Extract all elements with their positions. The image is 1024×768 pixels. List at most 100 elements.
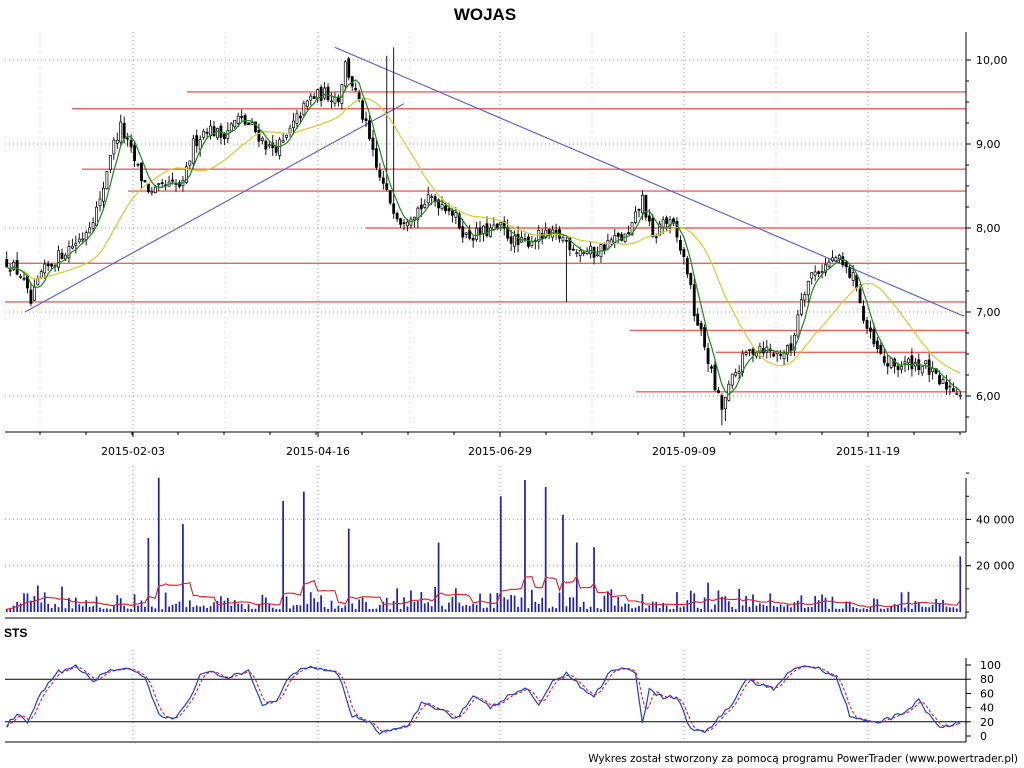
candle-body: [361, 100, 365, 120]
date-tick-label: 2015-04-16: [286, 445, 350, 458]
volume-bar: [928, 607, 931, 612]
volume-bar: [188, 600, 191, 612]
stochastic-tick-label: 100: [980, 659, 1001, 672]
volume-bar: [43, 592, 46, 612]
volume-bar: [676, 592, 678, 612]
volume-bar: [707, 582, 709, 612]
volume-bar: [745, 596, 747, 612]
candle-body: [696, 313, 700, 326]
candle-body: [323, 87, 326, 99]
volume-bar: [251, 608, 253, 612]
candle-body: [409, 218, 413, 226]
candle-body: [233, 119, 237, 128]
volume-bar: [952, 607, 955, 612]
volume-bar: [866, 608, 868, 612]
volume-bar: [527, 608, 530, 612]
volume-bar: [658, 608, 661, 612]
candle-body: [831, 257, 834, 261]
volume-bar: [779, 604, 782, 612]
candle-body: [378, 169, 382, 178]
candle-body: [920, 366, 924, 374]
candle-body: [817, 271, 821, 274]
candle-body: [537, 229, 541, 242]
volume-bar: [264, 597, 267, 612]
volume-bar: [465, 605, 468, 612]
candle-body: [247, 122, 250, 126]
chart-title: WOJAS: [454, 5, 516, 24]
candle-body: [188, 160, 192, 166]
candle-body: [938, 375, 941, 385]
volume-bar: [641, 594, 644, 612]
candle-body: [437, 199, 441, 209]
volume-bar: [468, 606, 471, 612]
volume-bar: [821, 594, 823, 612]
volume-bar: [444, 609, 447, 612]
candle-body: [319, 87, 323, 101]
candle-body: [115, 139, 119, 144]
volume-bar: [824, 597, 827, 612]
candle-body: [955, 393, 959, 395]
candle-body: [651, 217, 655, 237]
volume-bar: [662, 602, 665, 612]
volume-bar: [835, 608, 837, 612]
candle-body: [951, 388, 955, 392]
volume-bar: [810, 606, 813, 612]
candle-body: [689, 273, 693, 286]
candle-body: [302, 102, 306, 116]
volume-bar: [876, 599, 879, 612]
volume-bar: [786, 604, 789, 612]
candle-body: [119, 121, 123, 143]
volume-bar: [254, 608, 257, 612]
volume-bar: [102, 608, 105, 612]
volume-bar: [202, 605, 205, 612]
volume-bar: [168, 606, 170, 612]
candle-body: [848, 267, 852, 278]
volume-bar: [627, 603, 630, 612]
volume-bar: [724, 596, 727, 612]
candle-body: [254, 121, 257, 133]
candle-body: [851, 272, 855, 281]
volume-bar: [461, 606, 464, 612]
volume-bar: [61, 586, 63, 612]
volume-bar: [893, 604, 896, 612]
candle-body: [882, 356, 886, 363]
volume-bar: [748, 606, 751, 612]
candle-body: [720, 395, 724, 410]
candle-body: [178, 182, 181, 187]
volume-bar: [451, 597, 454, 612]
volume-bar: [493, 607, 495, 612]
volume-bar: [261, 594, 264, 612]
candle-body: [12, 261, 16, 270]
volume-bar: [917, 602, 920, 612]
candle-body: [29, 289, 33, 304]
volume-bar: [154, 608, 157, 612]
candle-body: [43, 263, 47, 274]
candle-body: [571, 248, 575, 251]
stochastic-tick-label: 60: [980, 687, 994, 700]
candle-body: [364, 118, 368, 121]
candle-body: [506, 227, 510, 239]
candle-body: [444, 205, 447, 212]
volume-tick-label: 20 000: [976, 560, 1015, 573]
volume-bar: [537, 603, 540, 612]
candle-body: [264, 140, 268, 150]
volume-bar: [883, 609, 886, 612]
volume-bar: [741, 605, 744, 612]
volume-bar: [683, 606, 685, 612]
volume-bar: [344, 605, 347, 612]
candle-body: [309, 95, 313, 101]
candle-body: [641, 194, 644, 214]
candle-body: [357, 92, 361, 100]
candle-body: [499, 222, 503, 226]
candle-body: [744, 352, 748, 355]
candle-body: [471, 238, 475, 241]
volume-bar: [403, 597, 405, 612]
volume-bar: [852, 607, 855, 612]
candle-body: [734, 372, 738, 376]
volume-bar: [731, 606, 734, 612]
volume-bar: [182, 524, 184, 612]
volume-bar: [296, 604, 298, 612]
candle-body: [855, 275, 859, 288]
volume-bar: [776, 606, 779, 612]
price-panel: 10,00 9,00 8,00 7,00 6,00 2015-02-03 2015-04-1…: [5, 32, 1008, 458]
